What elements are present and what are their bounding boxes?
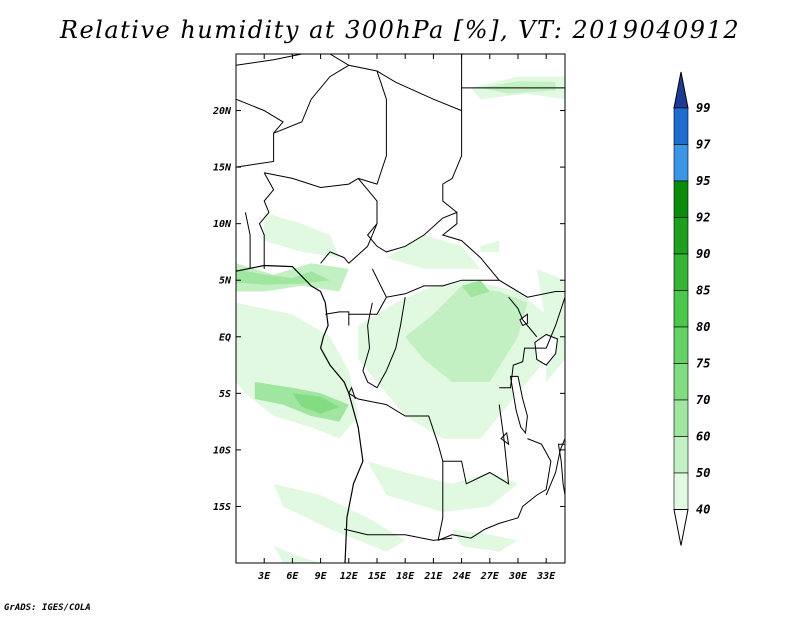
colorbar-label: 99 bbox=[696, 101, 710, 115]
colorbar-label: 97 bbox=[696, 138, 711, 152]
colorbar-label: 75 bbox=[696, 357, 710, 371]
country-boundary-9 bbox=[348, 223, 378, 264]
colorbar-bin-3 bbox=[673, 180, 689, 218]
colorbar-label: 40 bbox=[696, 503, 710, 517]
colorbar-label: 85 bbox=[696, 284, 710, 298]
lat-label: 5N bbox=[219, 276, 232, 287]
country-boundary-10 bbox=[320, 251, 350, 264]
country-boundary-13 bbox=[325, 311, 350, 326]
colorbar-label: 60 bbox=[696, 430, 710, 444]
lon-label: 27E bbox=[480, 571, 500, 582]
lon-label: 18E bbox=[396, 571, 415, 582]
colorbar-label: 70 bbox=[696, 393, 710, 407]
latitude-axis: 20N 15N 10N 5N EQ 5S 10S 15S bbox=[212, 106, 565, 513]
country-boundary-17 bbox=[348, 386, 356, 400]
country-boundary-20 bbox=[437, 506, 524, 541]
colorbar-bin-7 bbox=[673, 326, 689, 364]
colorbar-label: 90 bbox=[696, 247, 710, 261]
country-boundary-6 bbox=[273, 64, 350, 134]
colorbar-bin-5 bbox=[673, 253, 689, 291]
country-boundary-15 bbox=[385, 297, 406, 371]
colorbar-bin-2 bbox=[673, 144, 689, 182]
colorbar-bin-9 bbox=[673, 399, 689, 437]
lon-label: 12E bbox=[340, 571, 359, 582]
longitude-axis: 3E 6E 9E 12E 15E 18E 21E 24E 27E 30E 33E bbox=[257, 54, 556, 582]
country-boundary-3 bbox=[442, 110, 463, 213]
lat-label: 15S bbox=[213, 502, 231, 513]
colorbar-label: 50 bbox=[696, 466, 710, 480]
colorbar-legend: 99 97 95 92 90 85 80 75 70 60 50 40 bbox=[673, 71, 711, 546]
humidity-region-11 bbox=[480, 81, 556, 94]
country-boundary-7 bbox=[258, 172, 275, 269]
country-boundary-8 bbox=[244, 212, 251, 269]
lake-0 bbox=[509, 375, 528, 435]
lon-label: 3E bbox=[257, 571, 271, 582]
lat-label: 10S bbox=[213, 445, 231, 456]
lon-label: 9E bbox=[315, 571, 328, 582]
country-boundary-14 bbox=[362, 302, 387, 389]
humidity-region-15 bbox=[452, 529, 518, 552]
lon-label: 21E bbox=[423, 571, 443, 582]
humidity-region-8 bbox=[461, 280, 490, 298]
lon-label: 6E bbox=[286, 571, 299, 582]
lake-1 bbox=[534, 333, 559, 366]
country-boundary-2 bbox=[358, 70, 387, 185]
humidity-region-2 bbox=[264, 212, 340, 258]
grads-credit: GrADS: IGES/COLA bbox=[4, 603, 91, 613]
country-boundary-24 bbox=[545, 438, 565, 496]
lake-2 bbox=[557, 443, 565, 496]
country-boundary-0 bbox=[264, 172, 565, 298]
map-frame bbox=[235, 53, 566, 564]
country-boundary-19 bbox=[508, 296, 538, 338]
country-boundary-16 bbox=[348, 392, 510, 485]
lat-label: 10N bbox=[213, 219, 232, 230]
colorbar-bin-8 bbox=[673, 363, 689, 401]
coastline bbox=[236, 264, 364, 563]
country-boundary-22 bbox=[343, 528, 453, 541]
country-boundary-11 bbox=[371, 268, 500, 298]
colorbar-bin-11 bbox=[673, 472, 689, 510]
humidity-region-7 bbox=[405, 285, 528, 382]
lon-label: 30E bbox=[508, 571, 528, 582]
humidity-region-16 bbox=[536, 268, 565, 382]
country-boundary-21 bbox=[437, 461, 444, 541]
colorbar-bin-10 bbox=[673, 436, 689, 474]
country-boundaries-layer bbox=[236, 54, 565, 563]
lat-label: EQ bbox=[219, 332, 231, 343]
lat-label: 15N bbox=[213, 163, 232, 174]
humidity-region-17 bbox=[480, 240, 500, 252]
country-boundary-5 bbox=[236, 98, 284, 168]
lon-label: 24E bbox=[452, 571, 472, 582]
lat-label: 5S bbox=[219, 389, 231, 400]
map-panel: 20N 15N 10N 5N EQ 5S 10S 15S 3E 6E 9E 12E 15E 18E 21E… bbox=[212, 53, 566, 582]
colorbar-label: 95 bbox=[696, 174, 710, 188]
country-boundary-23 bbox=[522, 438, 552, 507]
colorbar-label: 80 bbox=[696, 320, 710, 334]
colorbar-bin-1 bbox=[673, 107, 689, 145]
colorbar-bin-6 bbox=[673, 290, 689, 328]
country-boundary-1 bbox=[236, 54, 463, 112]
colorbar-bin-12 bbox=[673, 509, 689, 546]
country-boundary-18 bbox=[499, 297, 565, 389]
lon-label: 33E bbox=[536, 571, 556, 582]
humidity-region-14 bbox=[273, 546, 321, 563]
colorbar-bin-4 bbox=[673, 217, 689, 255]
plot-title: Relative humidity at 300hPa [%], VT: 201… bbox=[59, 16, 741, 44]
lat-label: 20N bbox=[212, 106, 232, 117]
colorbar-label: 92 bbox=[696, 211, 710, 225]
humidity-region-5 bbox=[292, 393, 340, 414]
lon-label: 15E bbox=[368, 571, 387, 582]
colorbar-bin-0 bbox=[673, 71, 689, 109]
